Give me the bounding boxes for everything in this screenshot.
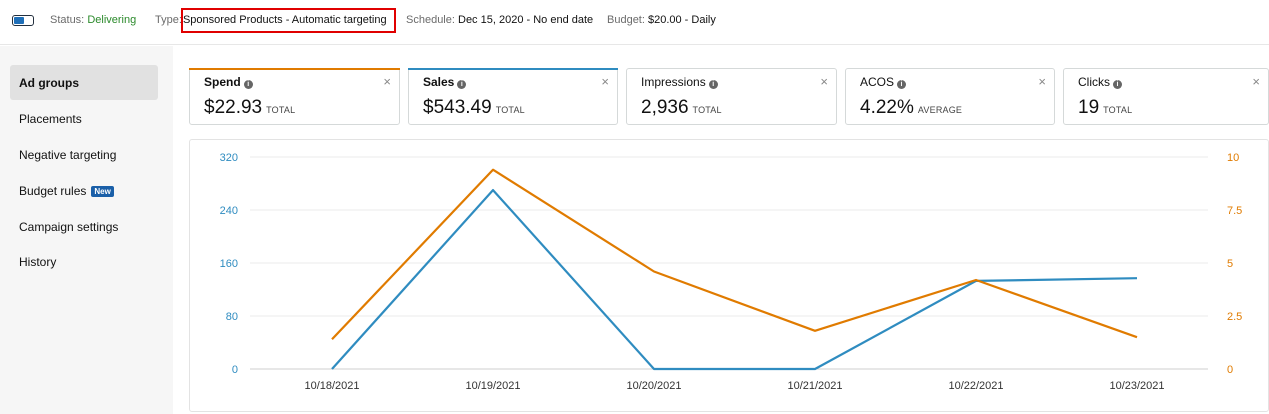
y-right-tick-label: 2.5: [1227, 311, 1242, 323]
x-tick-label: 10/22/2021: [948, 380, 1003, 392]
metric-card-sales[interactable]: Sales i × $543.49 TOTAL: [408, 68, 618, 125]
metric-value-text: $22.93: [204, 97, 263, 118]
toggle-knob: [14, 17, 24, 24]
series-line-sales: [331, 188, 1138, 371]
y-left-tick-label: 80: [226, 311, 238, 323]
sidebar-item-label: Placements: [19, 112, 82, 126]
sidebar-item-label: Negative targeting: [19, 148, 117, 162]
series-line-spend: [331, 168, 1138, 341]
close-icon[interactable]: ×: [1252, 74, 1260, 89]
status-value: Delivering: [87, 14, 137, 26]
metric-unit: TOTAL: [1103, 105, 1133, 115]
info-icon[interactable]: i: [1113, 80, 1122, 89]
metric-title-text: ACOS: [860, 75, 895, 89]
metric-value-text: $543.49: [423, 97, 492, 118]
y-left-tick-label: 240: [220, 205, 238, 217]
y-right-tick-label: 0: [1227, 364, 1233, 376]
metric-title: ACOS i: [860, 75, 907, 89]
metric-title: Spend i: [204, 75, 253, 89]
metric-unit: TOTAL: [495, 105, 525, 115]
sidebar-item-label: Ad groups: [19, 76, 79, 90]
y-left-tick-label: 160: [220, 258, 238, 270]
y-left-tick-label: 0: [232, 364, 238, 376]
info-icon[interactable]: i: [708, 80, 718, 89]
metric-title-text: Sales: [423, 75, 455, 89]
campaign-status-bar: Status: Delivering Type: Sponsored Produ…: [0, 0, 1269, 45]
info-icon[interactable]: i: [897, 80, 907, 89]
x-tick-label: 10/19/2021: [465, 380, 520, 392]
metric-value: $543.49 TOTAL: [423, 97, 525, 119]
campaign-enabled-toggle[interactable]: [12, 15, 34, 26]
close-icon[interactable]: ×: [383, 74, 391, 89]
type-value: Sponsored Products - Automatic targeting: [182, 14, 387, 26]
x-tick-label: 10/21/2021: [787, 380, 842, 392]
sidebar-item-campaign-settings[interactable]: Campaign settings: [10, 209, 158, 244]
sidebar-nav: Ad groups Placements Negative targeting …: [0, 46, 173, 414]
new-badge: New: [91, 186, 114, 197]
performance-chart-panel: 320 10 240 7.5 160 5 80 2.5 0 0 10/18/2021 10/19/20…: [189, 139, 1269, 412]
metric-title-text: Clicks: [1078, 75, 1110, 89]
metric-title: Impressions i: [641, 75, 718, 89]
metric-card-acos[interactable]: ACOS i × 4.22% AVERAGE: [845, 68, 1055, 125]
metric-title: Clicks i: [1078, 75, 1122, 89]
info-icon[interactable]: i: [457, 80, 467, 89]
x-tick-label: 10/23/2021: [1109, 380, 1164, 392]
sidebar-item-placements[interactable]: Placements: [10, 101, 158, 136]
sidebar-item-history[interactable]: History: [10, 244, 158, 279]
metric-card-clicks[interactable]: Clicks i × 19 TOTAL: [1063, 68, 1269, 125]
card-accent-line: [189, 68, 400, 70]
metric-value-text: 2,936: [641, 97, 689, 118]
y-left-tick-label: 320: [220, 152, 238, 164]
metric-unit: TOTAL: [266, 105, 296, 115]
metric-value-text: 19: [1078, 97, 1100, 118]
sidebar-item-label: History: [19, 255, 57, 269]
sidebar-item-label: Budget rules: [19, 184, 87, 198]
metric-value-text: 4.22%: [860, 97, 914, 118]
metric-card-spend[interactable]: Spend i × $22.93 TOTAL: [189, 68, 400, 125]
x-tick-label: 10/20/2021: [626, 380, 681, 392]
status-field: Status: Delivering: [50, 14, 136, 26]
metric-value: $22.93 TOTAL: [204, 97, 295, 119]
budget-field: Budget: $20.00 - Daily: [607, 14, 716, 26]
performance-line-chart: 320 10 240 7.5 160 5 80 2.5 0 0 10/18/2021 10/19/20…: [220, 152, 1243, 392]
metric-title-text: Impressions: [641, 75, 706, 89]
status-label: Status:: [50, 14, 85, 26]
x-tick-label: 10/18/2021: [304, 380, 359, 392]
y-right-tick-label: 5: [1227, 258, 1233, 270]
sidebar-item-negative-targeting[interactable]: Negative targeting: [10, 137, 158, 172]
info-icon[interactable]: i: [243, 80, 253, 89]
close-icon[interactable]: ×: [1038, 74, 1046, 89]
metric-unit: AVERAGE: [917, 105, 963, 115]
schedule-label: Schedule:: [406, 14, 455, 26]
metric-title: Sales i: [423, 75, 467, 89]
sidebar-item-ad-groups[interactable]: Ad groups: [10, 65, 158, 100]
sidebar-item-budget-rules[interactable]: Budget rules New: [10, 173, 158, 208]
metric-card-impressions[interactable]: Impressions i × 2,936 TOTAL: [626, 68, 837, 125]
metric-value: 2,936 TOTAL: [641, 97, 722, 119]
schedule-value: Dec 15, 2020 - No end date: [458, 14, 594, 26]
close-icon[interactable]: ×: [601, 74, 609, 89]
budget-value: $20.00 - Daily: [647, 14, 716, 26]
close-icon[interactable]: ×: [820, 74, 828, 89]
budget-label: Budget:: [607, 14, 645, 26]
type-highlight-box: [181, 8, 396, 33]
sidebar-item-label: Campaign settings: [19, 220, 119, 234]
metric-unit: TOTAL: [692, 105, 722, 115]
type-label: Type:: [155, 14, 182, 26]
type-field: Type: Sponsored Products - Automatic tar…: [155, 14, 387, 26]
metric-title-text: Spend: [204, 75, 241, 89]
card-accent-line: [408, 68, 618, 70]
y-right-tick-label: 10: [1227, 152, 1239, 164]
metric-value: 19 TOTAL: [1078, 97, 1132, 119]
y-right-tick-label: 7.5: [1227, 205, 1242, 217]
schedule-field: Schedule: Dec 15, 2020 - No end date: [406, 14, 593, 26]
metric-value: 4.22% AVERAGE: [860, 97, 962, 119]
